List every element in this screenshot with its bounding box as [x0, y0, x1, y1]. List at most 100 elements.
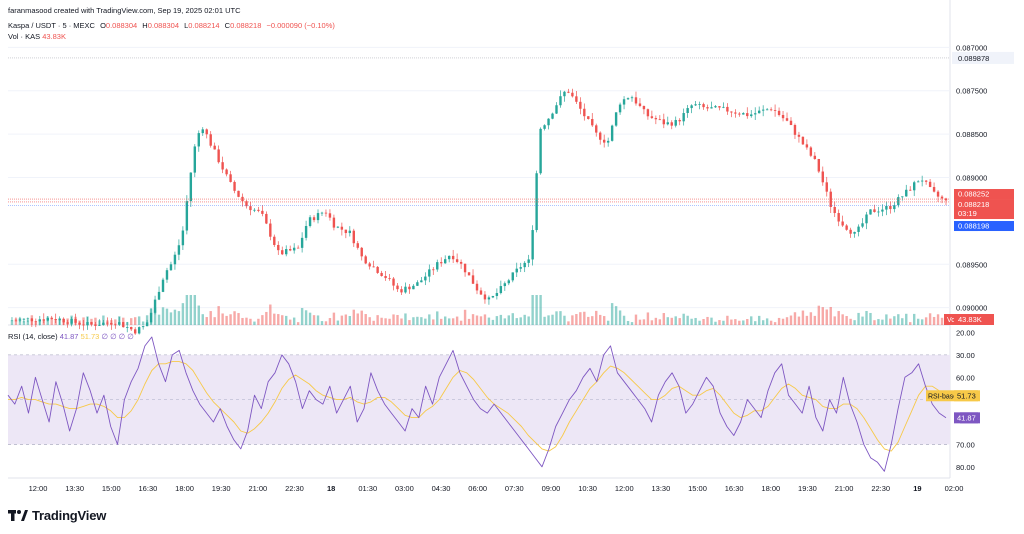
volume-bar	[436, 311, 439, 325]
volume-bar	[157, 314, 161, 325]
volume-bar	[368, 317, 371, 325]
candle-body	[225, 169, 228, 175]
candle-body	[98, 325, 101, 326]
volume-legend-value: 43.83K	[42, 32, 66, 41]
open-value: 0.088304	[105, 21, 138, 30]
volume-bar	[344, 314, 348, 325]
volume-bar	[241, 317, 244, 325]
candle-body	[698, 104, 701, 105]
candle-body	[447, 255, 451, 260]
volume-bar	[905, 313, 908, 325]
volume-bar	[777, 317, 781, 325]
candle-body	[249, 206, 252, 211]
candle-body	[817, 158, 821, 172]
volume-bar	[773, 322, 777, 325]
candle-body	[316, 213, 320, 221]
candle-body	[845, 225, 848, 230]
candle-body	[726, 106, 729, 112]
volume-bar	[300, 308, 304, 325]
volume-bar	[340, 315, 344, 325]
candle-body	[881, 209, 884, 212]
candle-body	[324, 212, 328, 214]
candle-body	[396, 285, 399, 290]
time-tick-label: 18	[327, 484, 335, 493]
volume-bar	[618, 310, 622, 325]
volume-bar	[201, 314, 204, 325]
brand-name: TradingView	[32, 508, 107, 523]
volume-bar	[535, 295, 538, 325]
time-tick-label: 06:00	[468, 484, 487, 493]
time-tick-label: 18:00	[175, 484, 194, 493]
volume-bar	[94, 317, 97, 325]
volume-bar	[543, 316, 546, 325]
volume-bar	[380, 317, 383, 325]
volume-bar	[177, 311, 181, 325]
candle-body	[785, 118, 789, 121]
volume-bar	[785, 317, 789, 325]
volume-bar	[833, 316, 836, 325]
volume-legend-label[interactable]: Vol · KAS	[8, 32, 41, 41]
volume-bar	[245, 317, 248, 325]
volume-bar	[650, 320, 654, 325]
volume-bar	[575, 314, 578, 325]
candle-body	[610, 125, 614, 141]
time-tick-label: 03:00	[395, 484, 414, 493]
candle-body	[483, 294, 487, 300]
candle-body	[757, 110, 761, 114]
candle-body	[571, 92, 574, 97]
time-tick-label: 18:00	[761, 484, 780, 493]
time-tick-label: 10:30	[578, 484, 597, 493]
volume-bar	[726, 315, 729, 325]
volume-bar	[734, 319, 737, 325]
volume-bar	[857, 312, 860, 325]
candle-body	[479, 290, 483, 295]
candle-body	[650, 116, 654, 118]
candle-body	[380, 272, 383, 277]
volume-bar	[316, 315, 320, 325]
volume-bar	[90, 318, 93, 325]
candle-body	[495, 293, 499, 296]
candle-body	[213, 145, 216, 150]
high-value: 0.089878	[958, 54, 989, 63]
volume-bar	[583, 311, 586, 325]
volume-bar	[292, 317, 296, 325]
volume-bar	[432, 319, 435, 325]
candle-body	[777, 110, 781, 115]
rsi-axis: 80.00 70.00 60.00 30.00 20.00 RSI-based MA51.…	[926, 328, 980, 472]
volume-bar	[503, 318, 507, 325]
high-value-box	[954, 51, 1014, 64]
symbol-title[interactable]: Kaspa / USDT · 5 · MEXC	[8, 21, 95, 30]
rsi-ma-label: RSI-based MA	[928, 393, 974, 400]
volume-bar	[769, 320, 773, 325]
candle-body	[205, 129, 208, 135]
volume-bar	[400, 318, 403, 325]
volume-bar	[821, 307, 824, 325]
volume-bar	[257, 318, 260, 325]
volume-bar	[551, 314, 554, 325]
volume-bar	[296, 322, 300, 325]
volume-bar	[22, 321, 26, 325]
volume-bar	[682, 313, 685, 325]
candle-body	[821, 171, 824, 183]
close-value: 0.088218	[230, 21, 262, 30]
volume-bar	[491, 319, 495, 325]
candle-body	[913, 182, 916, 191]
candle-body	[694, 104, 697, 106]
candle-body	[829, 191, 832, 207]
bid-value-box	[954, 221, 1014, 232]
rsi-ma-label-box	[926, 390, 978, 402]
candle-body	[277, 244, 280, 251]
candle-body	[281, 250, 284, 255]
candle-body	[626, 98, 630, 100]
candle-body	[229, 174, 232, 182]
candle-body	[889, 205, 892, 210]
volume-bar	[332, 312, 336, 325]
candle-body	[809, 147, 813, 156]
candle-body	[936, 191, 940, 197]
candle-body	[897, 197, 900, 206]
ask-value: 0.088252	[958, 190, 989, 199]
candle-body	[444, 259, 447, 264]
volume-bar	[483, 314, 487, 325]
candle-body	[209, 134, 212, 146]
rsi-legend-name[interactable]: RSI (14, close)	[8, 332, 58, 341]
